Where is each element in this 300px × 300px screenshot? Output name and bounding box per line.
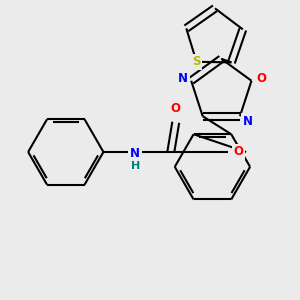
Text: O: O (256, 72, 266, 85)
Text: O: O (233, 146, 243, 158)
Text: N: N (178, 72, 188, 85)
Text: N: N (130, 148, 140, 160)
Text: N: N (243, 115, 253, 128)
Text: S: S (192, 55, 201, 68)
Text: H: H (130, 161, 140, 171)
Text: O: O (171, 102, 181, 115)
